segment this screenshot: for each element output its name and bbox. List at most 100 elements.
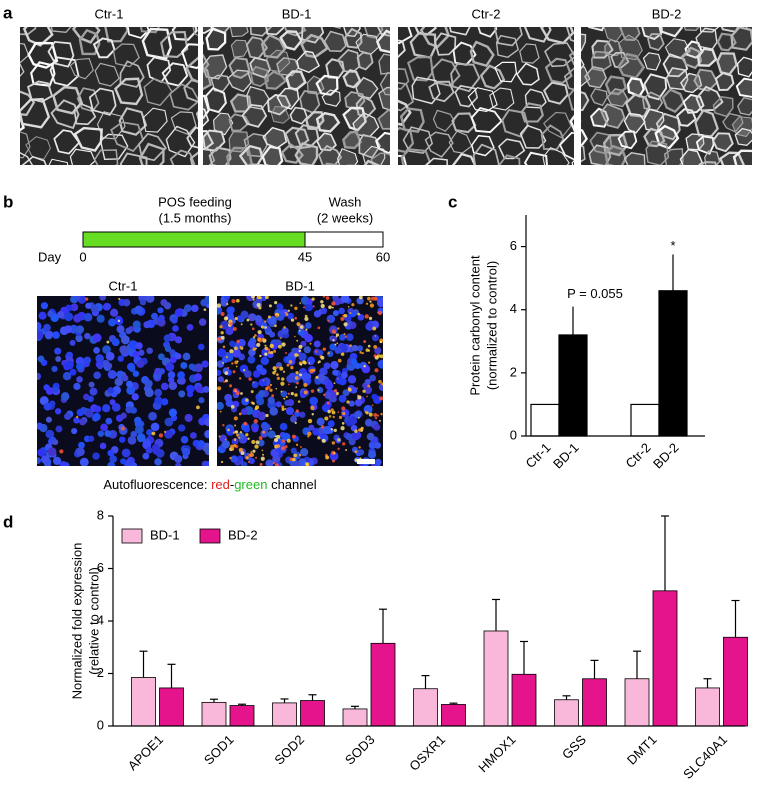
cell-outline — [203, 129, 226, 152]
nucleus — [292, 461, 300, 466]
bar — [652, 590, 678, 727]
timeline-wash — [304, 231, 384, 248]
cell-outline — [104, 27, 129, 43]
nucleus — [168, 408, 178, 417]
nucleus — [126, 385, 136, 395]
autofluorescence — [236, 339, 240, 344]
autofluorescence — [373, 345, 378, 349]
autofluorescence — [220, 312, 225, 316]
autofluorescence — [231, 362, 234, 365]
autofluorescence — [341, 406, 346, 411]
x-tick-label: SOD3 — [342, 732, 378, 768]
autofluorescence — [251, 296, 256, 299]
autofluorescence — [281, 439, 286, 443]
cell-outline — [407, 55, 434, 82]
nucleus — [361, 364, 371, 374]
nucleus — [75, 356, 85, 366]
autofluorescence — [234, 439, 237, 442]
cell-outline — [617, 130, 638, 150]
cell-outline — [660, 27, 684, 38]
cell-outline — [618, 27, 641, 42]
autofluorescence — [222, 424, 225, 427]
cell-outline — [584, 65, 607, 89]
autofluorescence — [234, 424, 237, 427]
nucleus — [152, 446, 161, 455]
nucleus — [132, 320, 141, 329]
autofluorescence — [282, 370, 286, 373]
autofluorescence — [287, 309, 290, 312]
nucleus — [55, 425, 63, 433]
autofluorescence — [312, 305, 315, 308]
nucleus — [201, 360, 209, 368]
autofluorescence — [281, 342, 286, 347]
image-label: Ctr-1 — [95, 6, 124, 21]
phase-duration: (2 weeks) — [317, 210, 373, 225]
cell-outline — [332, 27, 342, 29]
nucleus — [229, 340, 236, 347]
autofluorescence — [228, 384, 233, 388]
autofluorescence — [336, 342, 339, 345]
nucleus — [248, 457, 255, 465]
cell-outline — [379, 71, 390, 96]
nucleus — [144, 388, 154, 398]
nucleus — [294, 347, 302, 355]
nucleus — [374, 441, 382, 449]
cell-outline — [210, 74, 231, 92]
day-tick: 60 — [376, 249, 390, 264]
nucleus — [148, 411, 157, 421]
nucleus — [114, 377, 123, 387]
autofluorescence — [259, 354, 262, 358]
cell-outline — [315, 74, 339, 96]
cell-outline — [544, 42, 574, 68]
autofluorescence — [320, 425, 325, 429]
nucleus — [158, 368, 166, 375]
nucleus — [69, 339, 76, 346]
autofluorescence — [360, 426, 364, 430]
autofluorescence — [357, 395, 362, 400]
nucleus — [144, 379, 153, 388]
autofluorescence — [356, 387, 358, 390]
nucleus — [59, 461, 68, 466]
caption-text: green — [234, 477, 268, 492]
bar — [201, 701, 227, 727]
cell-outline — [69, 58, 94, 80]
nucleus — [138, 349, 145, 356]
autofluorescence — [233, 416, 238, 421]
autofluorescence — [332, 459, 335, 463]
nucleus — [73, 417, 80, 424]
nucleus — [154, 458, 162, 466]
autofluorescence — [326, 401, 330, 405]
autofluorescence — [327, 319, 330, 322]
nucleus — [204, 447, 209, 456]
autofluorescence — [224, 371, 229, 375]
nucleus — [125, 327, 132, 335]
autofluorescence — [309, 342, 312, 345]
error-bar — [351, 705, 359, 709]
nucleus — [374, 346, 382, 355]
cell-outline — [495, 34, 520, 59]
nucleus — [127, 435, 137, 445]
nucleus — [240, 461, 248, 466]
nucleus — [252, 370, 261, 378]
nucleus — [45, 387, 54, 395]
autofluorescence — [275, 387, 278, 390]
autofluorescence — [269, 383, 273, 387]
nucleus — [136, 433, 146, 442]
cell-outline — [519, 43, 540, 64]
cell-outline — [523, 151, 548, 165]
bar — [159, 687, 184, 727]
nucleus — [83, 393, 90, 401]
cell-outline — [250, 65, 269, 88]
autofluorescence — [285, 313, 289, 316]
x-tick-label: DMT1 — [624, 732, 660, 768]
nucleus — [117, 355, 124, 362]
nucleus — [52, 439, 59, 446]
nucleus — [93, 347, 100, 354]
autofluorescence — [304, 314, 308, 318]
cell-outline — [323, 30, 347, 53]
x-tick-label: APOE1 — [125, 732, 166, 773]
nucleus — [305, 322, 312, 329]
nucleus — [301, 372, 311, 382]
autofluorescence — [288, 360, 293, 364]
cell-outline — [449, 27, 471, 36]
